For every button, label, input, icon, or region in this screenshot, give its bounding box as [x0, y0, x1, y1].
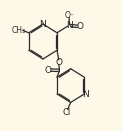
Text: O⁻: O⁻: [65, 11, 75, 20]
Text: O: O: [45, 66, 52, 75]
Text: Cl: Cl: [62, 108, 70, 117]
Text: N: N: [82, 89, 89, 99]
Text: N: N: [66, 21, 73, 30]
Text: CH₃: CH₃: [12, 26, 26, 35]
Text: O: O: [76, 22, 83, 31]
Text: O: O: [56, 58, 63, 67]
Text: N: N: [40, 20, 46, 29]
